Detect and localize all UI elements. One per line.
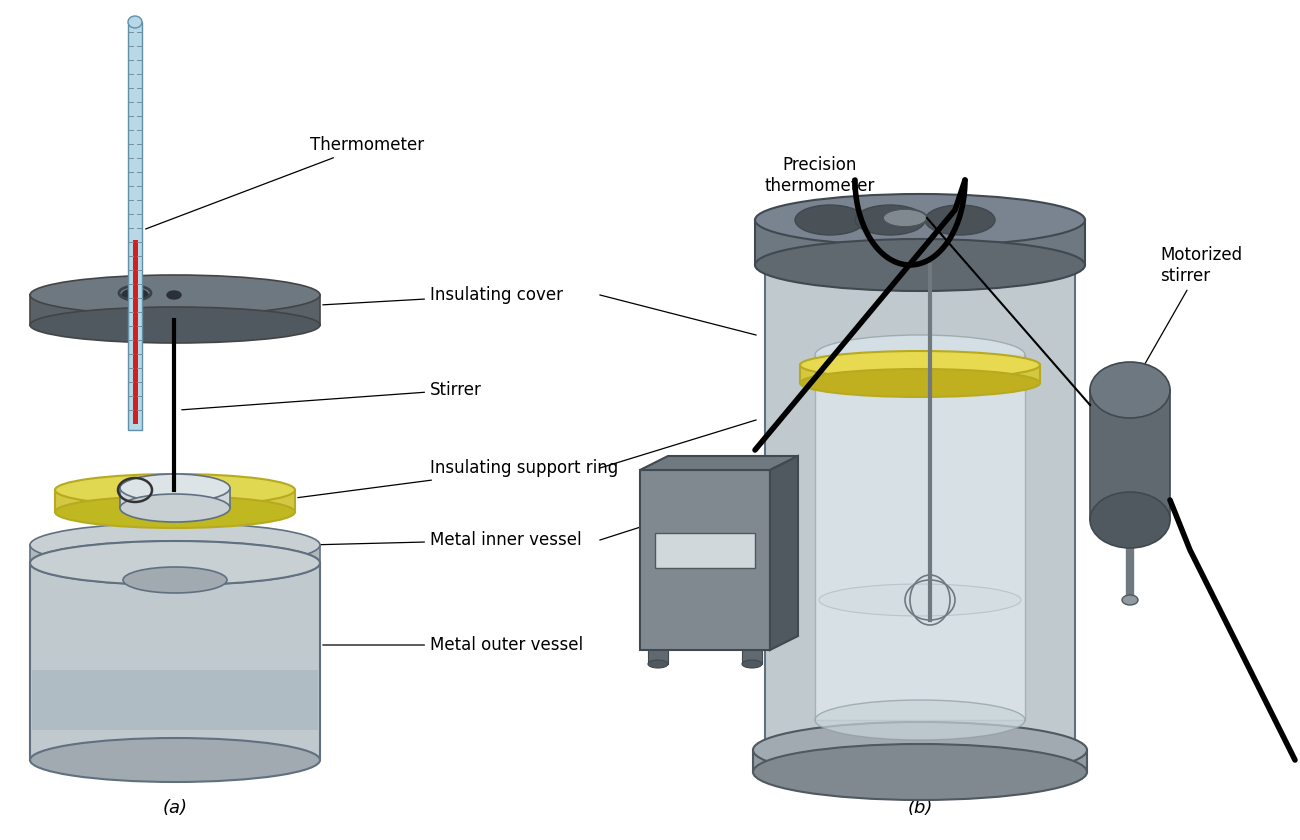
Ellipse shape xyxy=(855,205,926,235)
Ellipse shape xyxy=(1122,595,1138,605)
Bar xyxy=(640,470,770,650)
Ellipse shape xyxy=(166,291,181,299)
Ellipse shape xyxy=(819,584,1020,616)
Polygon shape xyxy=(764,260,1075,750)
Ellipse shape xyxy=(755,194,1086,246)
Ellipse shape xyxy=(815,335,1024,375)
Ellipse shape xyxy=(30,541,320,585)
Ellipse shape xyxy=(55,496,295,528)
Ellipse shape xyxy=(800,351,1040,379)
Ellipse shape xyxy=(30,275,320,315)
Ellipse shape xyxy=(127,16,142,28)
Bar xyxy=(127,22,142,430)
Text: Thermometer: Thermometer xyxy=(146,136,424,229)
Ellipse shape xyxy=(55,474,295,506)
Ellipse shape xyxy=(120,474,230,502)
Polygon shape xyxy=(124,512,228,580)
Text: Motorized
stirrer: Motorized stirrer xyxy=(1131,246,1242,387)
Ellipse shape xyxy=(120,494,230,522)
Polygon shape xyxy=(755,220,1086,265)
Ellipse shape xyxy=(815,700,1024,740)
Ellipse shape xyxy=(124,567,228,593)
Ellipse shape xyxy=(124,499,228,525)
Text: Precision
thermometer: Precision thermometer xyxy=(764,156,913,214)
Ellipse shape xyxy=(30,541,320,585)
Ellipse shape xyxy=(647,660,668,668)
Ellipse shape xyxy=(926,205,994,235)
Polygon shape xyxy=(30,563,320,760)
Bar xyxy=(742,650,762,664)
Ellipse shape xyxy=(122,289,148,301)
Text: (a): (a) xyxy=(162,799,187,817)
Ellipse shape xyxy=(753,722,1087,778)
Polygon shape xyxy=(753,750,1087,772)
Polygon shape xyxy=(640,456,798,470)
Bar xyxy=(655,533,755,568)
Polygon shape xyxy=(815,355,1024,720)
Ellipse shape xyxy=(1089,492,1170,548)
Polygon shape xyxy=(800,365,1040,383)
Polygon shape xyxy=(30,545,320,563)
Ellipse shape xyxy=(753,744,1087,800)
Ellipse shape xyxy=(764,232,1075,288)
Text: Stirrer: Stirrer xyxy=(182,381,482,410)
Text: (b): (b) xyxy=(907,799,932,817)
Ellipse shape xyxy=(883,209,927,227)
Text: Insulating support ring: Insulating support ring xyxy=(298,459,619,497)
Ellipse shape xyxy=(764,722,1075,778)
Ellipse shape xyxy=(742,660,762,668)
Ellipse shape xyxy=(1089,362,1170,418)
Polygon shape xyxy=(770,456,798,650)
Ellipse shape xyxy=(30,307,320,343)
Polygon shape xyxy=(1089,390,1170,520)
Polygon shape xyxy=(55,490,295,512)
Text: Metal inner vessel: Metal inner vessel xyxy=(230,531,581,549)
Polygon shape xyxy=(120,488,230,508)
Ellipse shape xyxy=(800,369,1040,397)
Text: Metal outer vessel: Metal outer vessel xyxy=(322,636,584,654)
Ellipse shape xyxy=(796,205,865,235)
Bar xyxy=(647,650,668,664)
Polygon shape xyxy=(30,295,320,325)
Bar xyxy=(133,240,138,424)
Ellipse shape xyxy=(755,239,1086,291)
Ellipse shape xyxy=(30,738,320,782)
Text: Insulating cover: Insulating cover xyxy=(322,286,563,305)
Ellipse shape xyxy=(30,523,320,567)
Bar xyxy=(32,670,318,730)
